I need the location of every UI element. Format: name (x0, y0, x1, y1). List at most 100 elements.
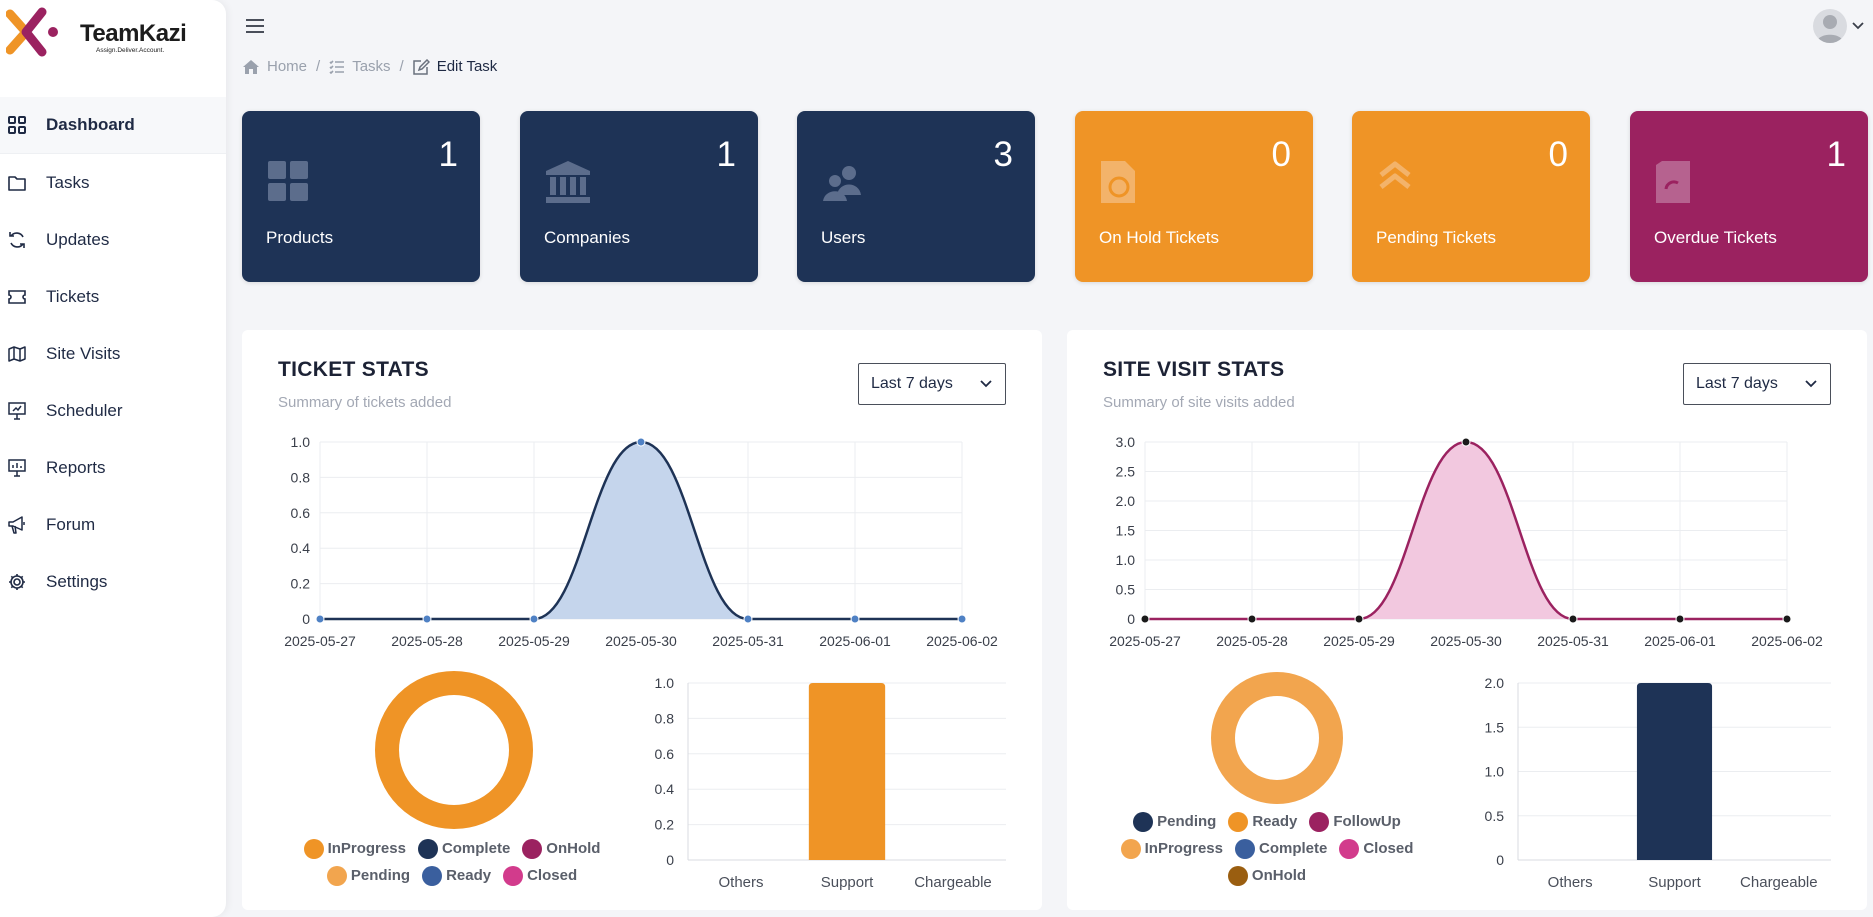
sidebar-item-site-visits[interactable]: Site Visits (0, 325, 226, 382)
sidebar-item-updates[interactable]: Updates (0, 211, 226, 268)
gear-icon (9, 573, 25, 590)
refresh-icon (9, 231, 25, 248)
legend-label: Pending (1157, 813, 1217, 830)
stat-card-count: 1 (1826, 135, 1846, 174)
logo[interactable]: TeamKazi Assign.Deliver.Account. (6, 6, 206, 58)
overdue-icon (1656, 161, 1690, 203)
breadcrumb-separator: / (316, 58, 321, 75)
panel-title: SITE VISIT STATS (1103, 358, 1285, 381)
ticket-donut-legend: InProgress Complete OnHold Pending Ready Clos… (262, 835, 642, 889)
menu-toggle-icon[interactable] (244, 16, 266, 36)
legend-swatch (417, 838, 438, 859)
edit-icon (412, 58, 430, 75)
date-range-value: Last 7 days (1696, 375, 1778, 392)
data-point (1675, 614, 1685, 624)
legend-item[interactable]: Pending (1133, 811, 1217, 832)
donut-slice (1211, 672, 1343, 804)
legend-label: FollowUp (1333, 813, 1401, 830)
x-tick-label: 2025-05-29 (1323, 633, 1395, 649)
stat-card-companies[interactable]: 1 Companies (520, 111, 758, 282)
y-tick-label: 0.2 (655, 817, 675, 833)
site-donut-chart (1211, 672, 1343, 804)
sidebar-item-label: Reports (46, 457, 106, 477)
sidebar-item-dashboard[interactable]: Dashboard (0, 97, 226, 154)
sidebar-item-forum[interactable]: Forum (0, 496, 226, 553)
legend-label: Pending (350, 867, 411, 884)
legend-item[interactable]: Pending (326, 865, 411, 886)
stat-card-label: Users (821, 228, 866, 247)
sidebar-item-reports[interactable]: Reports (0, 439, 226, 496)
breadcrumb-tasks[interactable]: Tasks (329, 58, 391, 75)
x-tick-label: 2025-06-02 (926, 633, 998, 649)
x-tick-label: 2025-05-30 (605, 633, 677, 649)
legend-item[interactable]: Complete (1235, 838, 1328, 859)
sidebar-item-settings[interactable]: Settings (0, 553, 226, 610)
y-tick-label: 0 (1127, 611, 1135, 627)
x-tick-label: Others (718, 874, 763, 891)
data-point (1568, 614, 1578, 624)
legend-label: Ready (1252, 813, 1298, 830)
y-tick-label: 0 (302, 611, 310, 627)
date-range-select[interactable]: Last 7 days (858, 363, 1006, 405)
data-point (1782, 614, 1792, 624)
legend-item[interactable]: FollowUp (1309, 811, 1401, 832)
sidebar-item-tickets[interactable]: Tickets (0, 268, 226, 325)
legend-label: InProgress (327, 840, 406, 857)
stat-card-on-hold[interactable]: 0 On Hold Tickets (1075, 111, 1313, 282)
bank-icon (546, 161, 590, 203)
legend-swatch (522, 838, 543, 859)
data-point (636, 437, 646, 447)
ticket-line-chart: 0 0.2 0.4 0.6 0.8 1.0 2025-05-27 2025-05-28 2025… (284, 434, 998, 649)
legend-item[interactable]: Ready (1228, 811, 1298, 832)
stat-card-pending[interactable]: 0 Pending Tickets (1352, 111, 1590, 282)
data-point (1354, 614, 1364, 624)
data-point (315, 614, 325, 624)
sidebar-item-label: Tasks (46, 172, 90, 192)
y-tick-label: 0.4 (291, 540, 311, 556)
stat-card-label: Pending Tickets (1376, 228, 1497, 247)
date-range-select[interactable]: Last 7 days (1683, 363, 1831, 405)
legend-item[interactable]: Closed (503, 865, 577, 886)
stat-card-overdue[interactable]: 1 Overdue Tickets (1630, 111, 1868, 282)
y-tick-label: 1.5 (1116, 523, 1136, 539)
legend-item[interactable]: Closed (1339, 838, 1413, 859)
legend-item[interactable]: Ready (422, 865, 491, 886)
avatar[interactable] (1813, 9, 1847, 43)
legend-item[interactable]: InProgress (303, 838, 406, 859)
ticket-stats-panel: TICKET STATS Summary of tickets added La… (242, 330, 1042, 910)
folder-icon (8, 175, 26, 191)
y-tick-label: 3.0 (1116, 434, 1136, 450)
y-tick-label: 0.5 (1116, 582, 1136, 598)
y-tick-label: 1.0 (655, 675, 675, 691)
chart-board-icon (8, 458, 26, 477)
legend-item[interactable]: InProgress (1120, 838, 1223, 859)
y-tick-label: 0 (1496, 852, 1504, 868)
chevron-down-icon (1805, 380, 1817, 388)
series-area (320, 442, 962, 619)
y-tick-label: 0.5 (1485, 808, 1505, 824)
legend-item[interactable]: OnHold (522, 838, 601, 859)
brand-tagline: Assign.Deliver.Account. (96, 47, 165, 54)
sidebar-item-tasks[interactable]: Tasks (0, 154, 226, 211)
data-point (957, 614, 967, 624)
legend-row: OnHold (1117, 862, 1417, 889)
stat-card-users[interactable]: 3 Users (797, 111, 1035, 282)
x-tick-label: 2025-05-28 (391, 633, 463, 649)
stat-card-count: 0 (1271, 135, 1291, 174)
legend-item[interactable]: Complete (417, 838, 510, 859)
data-point (529, 614, 539, 624)
bar (808, 683, 886, 860)
legend-label: Complete (1259, 840, 1328, 857)
legend-row: Pending Ready Closed (262, 862, 642, 889)
breadcrumb-home[interactable]: Home (242, 58, 307, 75)
breadcrumb: Home / Tasks / Edit Task (242, 58, 497, 75)
chevron-down-icon[interactable] (1851, 20, 1865, 32)
stat-card-products[interactable]: 1 Products (242, 111, 480, 282)
y-tick-label: 0.6 (291, 505, 311, 521)
legend-label: OnHold (546, 840, 601, 857)
x-tick-label: 2025-06-01 (1644, 633, 1716, 649)
stat-card-label: Overdue Tickets (1654, 228, 1777, 247)
sidebar-item-scheduler[interactable]: Scheduler (0, 382, 226, 439)
legend-item[interactable]: OnHold (1227, 865, 1306, 886)
series-area (1145, 442, 1787, 619)
